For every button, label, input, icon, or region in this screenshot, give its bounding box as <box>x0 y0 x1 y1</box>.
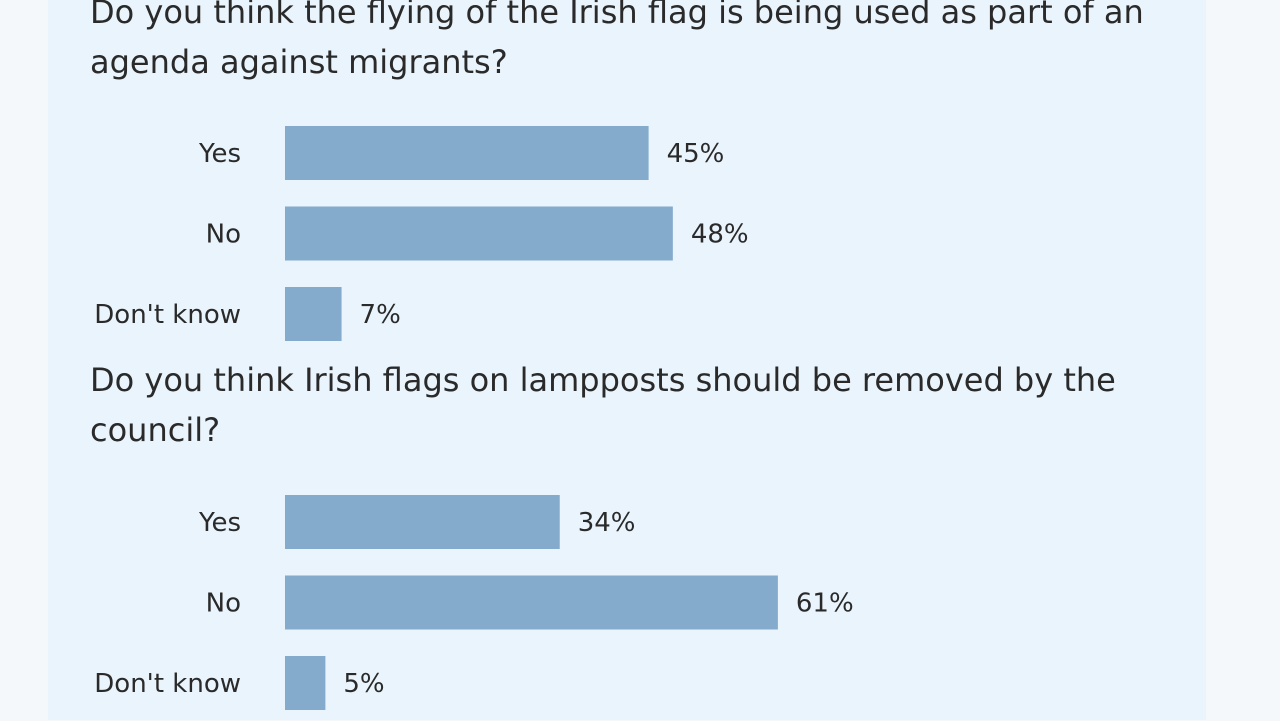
category-label: Yes <box>198 139 241 169</box>
value-label: 5% <box>343 669 384 699</box>
bar-don-t-know <box>285 656 326 710</box>
bar-no <box>285 206 673 261</box>
category-label: No <box>206 220 241 250</box>
value-label: 7% <box>360 300 401 330</box>
chart-1-title: Do you think the flying of the Irish fla… <box>90 0 1144 81</box>
value-label: 48% <box>691 220 749 250</box>
category-label: Don't know <box>94 300 241 330</box>
value-label: 45% <box>667 139 725 169</box>
bar-yes <box>285 126 649 180</box>
bar-no <box>285 575 778 630</box>
chart-2-bars: Yes 34% No 61% Don't know 5% <box>94 495 854 710</box>
bar-don-t-know <box>285 287 342 341</box>
value-label: 61% <box>796 589 854 619</box>
category-label: No <box>206 589 241 619</box>
value-label: 34% <box>578 508 636 538</box>
bar-yes <box>285 495 560 549</box>
chart-2-title: Do you think Irish flags on lampposts sh… <box>90 361 1116 449</box>
chart-1-bars: Yes 45% No 48% Don't know 7% <box>94 126 749 341</box>
category-label: Don't know <box>94 669 241 699</box>
category-label: Yes <box>198 508 241 538</box>
